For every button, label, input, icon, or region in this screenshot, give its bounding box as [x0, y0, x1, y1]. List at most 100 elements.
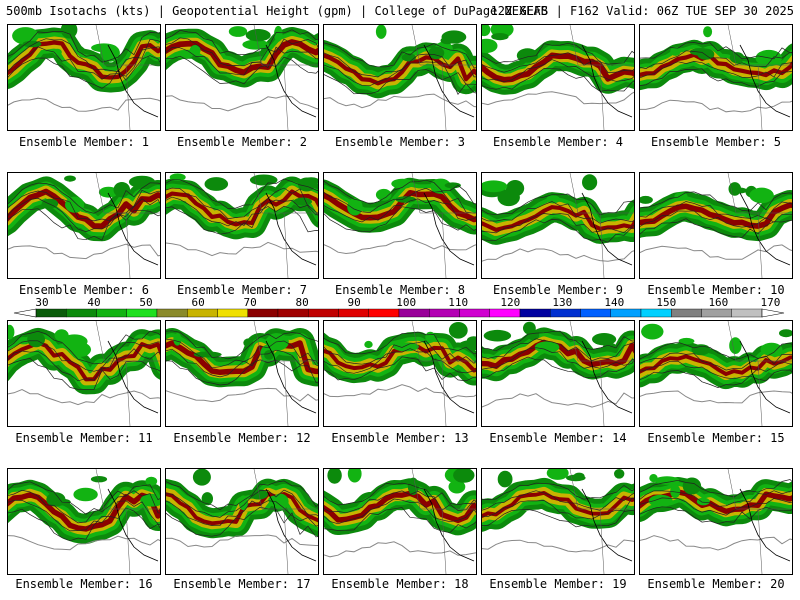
colorbar-swatch	[217, 308, 248, 318]
height-contour	[166, 480, 318, 511]
ensemble-map-panel	[481, 468, 635, 575]
height-contour	[8, 348, 160, 382]
isotach-blob	[760, 342, 783, 356]
ensemble-map-panel	[323, 320, 477, 427]
isotach-blob	[113, 182, 131, 198]
height-contour	[640, 369, 792, 388]
isotach-blob	[46, 492, 66, 507]
isotach-blob	[448, 480, 466, 494]
ensemble-map-panel	[639, 320, 793, 427]
coastline	[107, 44, 159, 118]
isotach-blob	[453, 469, 475, 483]
political-boundary	[411, 469, 476, 574]
colorbar-tick-label: 60	[191, 296, 205, 309]
isotach-band	[8, 340, 160, 382]
height-contour	[640, 61, 792, 79]
height-contour	[8, 38, 160, 73]
isotach-blob	[69, 342, 91, 357]
isotach-blob	[274, 25, 283, 42]
height-contour	[482, 356, 634, 379]
isotach-blob	[90, 476, 108, 483]
height-contour	[482, 219, 634, 243]
ensemble-member-label: Ensemble Member: 14	[489, 431, 627, 445]
height-contour	[8, 358, 160, 390]
isotach-blob	[228, 26, 248, 37]
height-contour	[8, 340, 160, 372]
isotach-blob	[242, 39, 269, 50]
isotach-blob	[375, 188, 392, 201]
ensemble-member-label: Ensemble Member: 18	[331, 577, 469, 591]
height-contour	[8, 55, 160, 89]
colorbar-tick-label: 100	[396, 296, 417, 309]
height-contour	[166, 330, 318, 360]
isotach-band	[166, 340, 318, 376]
ensemble-map-panel	[165, 24, 319, 131]
ensemble-member-label: Ensemble Member: 5	[650, 135, 782, 149]
isotach-blob	[302, 177, 318, 186]
colorbar-swatch	[338, 308, 369, 318]
colorbar-swatch	[308, 308, 339, 318]
map-title: 500mb Isotachs (kts) | Geopotential Heig…	[6, 4, 548, 18]
isotach-blob	[175, 51, 193, 59]
height-contour	[640, 341, 792, 360]
height-contour	[166, 29, 318, 55]
colorbar-swatch	[671, 308, 702, 318]
isotach-blob	[592, 333, 617, 346]
coastline	[739, 44, 791, 118]
isotach-blob	[145, 476, 158, 486]
political-boundary	[727, 321, 792, 426]
colorbar-swatch	[35, 308, 67, 318]
ensemble-member-label: Ensemble Member: 6	[18, 283, 150, 297]
ensemble-member-label: Ensemble Member: 1	[18, 135, 150, 149]
political-boundary	[411, 173, 476, 278]
isotach-blob	[268, 495, 282, 504]
coastline	[107, 488, 159, 562]
isotach-blob	[91, 43, 117, 53]
ensemble-member-label: Ensemble Member: 7	[176, 283, 308, 297]
colorbar-tick-label: 50	[139, 296, 153, 309]
isotach-blob	[140, 493, 160, 507]
height-contour	[166, 187, 318, 220]
height-contour	[166, 489, 318, 518]
height-contour	[324, 42, 476, 69]
colorbar-swatch	[398, 308, 430, 318]
isotach-blob	[375, 25, 387, 39]
isotach-blob	[678, 337, 695, 345]
isotach-blob	[546, 195, 560, 204]
ensemble-map-panel	[165, 468, 319, 575]
isotach-blob	[73, 487, 98, 502]
height-contour	[482, 497, 634, 520]
political-boundary	[411, 321, 476, 426]
height-contour	[166, 359, 318, 386]
coastline	[265, 192, 317, 266]
ensemble-member-label: Ensemble Member: 17	[173, 577, 311, 591]
colorbar-tick-label: 120	[500, 296, 521, 309]
ensemble-member-label: Ensemble Member: 13	[331, 431, 469, 445]
coastline	[581, 44, 633, 118]
isotach-blob	[641, 323, 664, 340]
isotach-band	[640, 52, 792, 78]
political-boundary	[727, 469, 792, 574]
height-contour	[482, 509, 634, 528]
colorbar-swatch	[247, 308, 279, 318]
isotach-blob	[98, 186, 119, 198]
colorbar-tick-label: 40	[87, 296, 101, 309]
coastline	[739, 192, 791, 266]
coastline	[265, 340, 317, 414]
height-contour	[324, 490, 476, 514]
height-contour-gray	[166, 95, 318, 112]
height-contour-gray	[166, 534, 318, 548]
height-contour-gray	[640, 390, 792, 404]
ensemble-map-panel	[165, 320, 319, 427]
isotach-blob	[391, 178, 414, 189]
isotach-blob	[670, 46, 681, 56]
political-boundary	[727, 25, 792, 130]
height-contour	[166, 348, 318, 378]
isotach-blob	[364, 340, 373, 349]
isotach-blob	[64, 175, 76, 182]
height-contour	[324, 507, 476, 533]
height-contour	[166, 205, 318, 235]
height-contour	[324, 179, 476, 205]
height-contour	[324, 356, 476, 382]
height-contour	[482, 338, 634, 361]
